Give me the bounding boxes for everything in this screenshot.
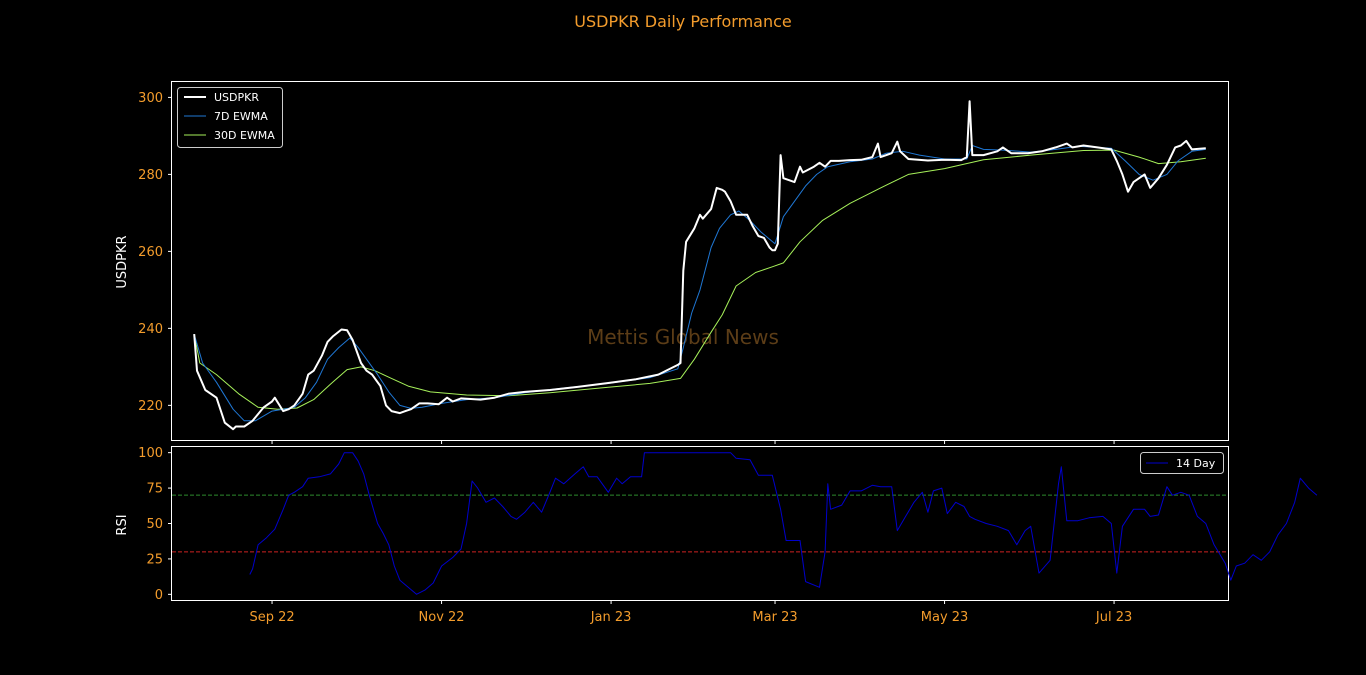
x-tick-label-may-23: May 23	[921, 610, 969, 625]
x-tick-label-nov-22: Nov 22	[419, 610, 465, 625]
x-tick-label-mar-23: Mar 23	[752, 610, 797, 625]
rsi-y-tick-label-25: 25	[146, 552, 163, 567]
price-x-ticks	[271, 440, 1115, 444]
price-panel: 220 240 260 280 300 Mettis Global News USDPK…	[115, 81, 1229, 444]
series-line-usdpkr	[193, 100, 1206, 431]
price-y-tick-label-260: 260	[138, 245, 163, 260]
x-tick-label-jul-23: Jul 23	[1095, 610, 1132, 625]
rsi-series-group	[249, 452, 1318, 595]
legend-label-usdpkr: USDPKR	[214, 91, 259, 104]
price-y-tick-label-240: 240	[138, 322, 163, 337]
price-series-group	[193, 100, 1206, 431]
x-tick-label-jan-23: Jan 23	[590, 610, 632, 625]
rsi-y-axis-label: RSI	[115, 514, 130, 535]
price-legend: USDPKR 7D EWMA 30D EWMA	[177, 87, 283, 148]
rsi-y-tick-label-0: 0	[155, 588, 163, 603]
watermark-text: Mettis Global News	[587, 325, 779, 349]
chart-title: USDPKR Daily Performance	[574, 12, 792, 31]
x-tick-label-sep-22: Sep 22	[249, 610, 294, 625]
legend-label-14-day: 14 Day	[1176, 457, 1216, 470]
series-line-7d-ewma	[193, 145, 1206, 422]
rsi-legend: 14 Day	[1140, 452, 1224, 474]
price-y-tick-label-220: 220	[138, 399, 163, 414]
price-y-ticks: 220 240 260 280 300	[138, 91, 172, 414]
rsi-y-tick-label-75: 75	[146, 482, 163, 497]
price-y-axis-label: USDPKR	[115, 235, 130, 288]
price-legend-box	[177, 87, 283, 148]
rsi-y-tick-label-100: 100	[138, 446, 163, 461]
rsi-panel: 0 25 50 75 100 Sep 22 Nov 22 Jan 23 Mar 23 May 2…	[115, 446, 1318, 625]
legend-label-30d-ewma: 30D EWMA	[214, 129, 275, 142]
price-y-tick-label-300: 300	[138, 91, 163, 106]
price-y-tick-label-280: 280	[138, 168, 163, 183]
rsi-plot-area	[171, 446, 1229, 601]
legend-label-7d-ewma: 7D EWMA	[214, 110, 268, 123]
price-plot-area	[171, 81, 1229, 441]
series-line-30d-ewma	[193, 149, 1206, 410]
rsi-y-ticks: 0 25 50 75 100	[138, 446, 172, 603]
rsi-legend-box	[1140, 452, 1224, 474]
series-line-14-day-rsi	[249, 452, 1318, 595]
rsi-x-ticks: Sep 22 Nov 22 Jan 23 Mar 23 May 23 Jul 23	[249, 600, 1132, 625]
rsi-y-tick-label-50: 50	[146, 517, 163, 532]
